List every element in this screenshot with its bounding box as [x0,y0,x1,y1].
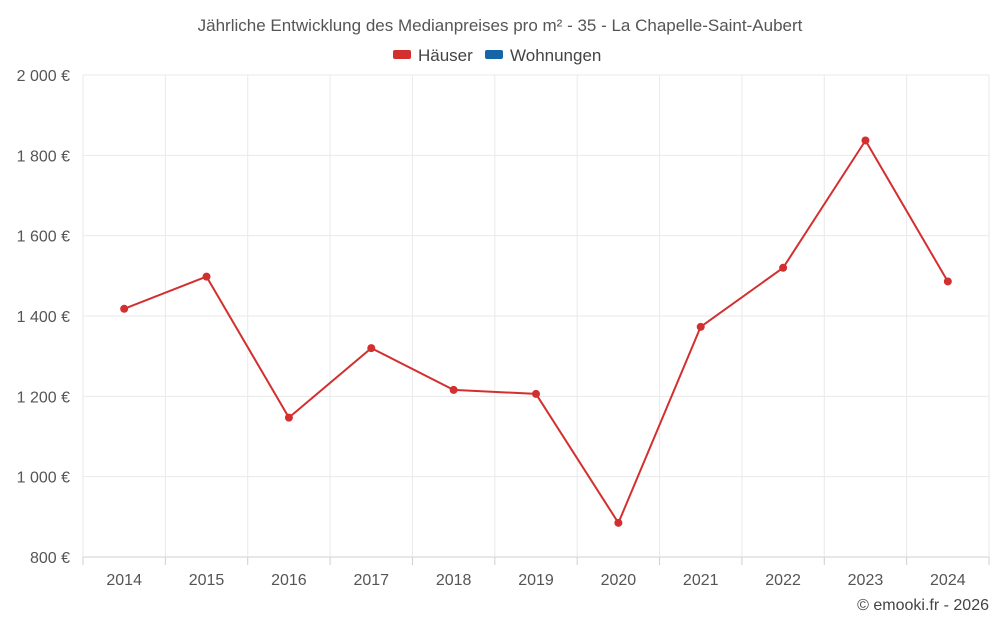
data-point-2016[interactable] [284,413,293,422]
chart-title: Jährliche Entwicklung des Medianpreises … [198,16,803,35]
x-tick-label: 2023 [848,572,884,589]
y-tick-label: 2 000 € [17,68,70,85]
x-tick-label: 2014 [106,572,142,589]
data-point-2014[interactable] [120,304,129,313]
y-tick-label: 1 200 € [17,389,70,406]
y-tick-label: 1 600 € [17,229,70,246]
data-point-2023[interactable] [861,136,870,145]
data-point-2018[interactable] [449,385,458,394]
legend-label-wohnungen: Wohnungen [510,46,601,65]
data-point-2022[interactable] [779,263,788,272]
y-tick-label: 1 400 € [17,309,70,326]
data-point-2021[interactable] [696,322,705,331]
y-axis-ticks: 800 € 1 000 € 1 200 € 1 400 € 1 600 € 1 800 €… [17,68,70,567]
data-point-2020[interactable] [614,518,623,527]
x-axis-ticks: 2014 2015 2016 2017 2018 2019 2020 2021 2022 2023… [82,557,990,589]
data-point-2015[interactable] [202,272,211,281]
x-tick-label: 2020 [601,572,637,589]
x-tick-label: 2017 [353,572,389,589]
x-tick-label: 2018 [436,572,472,589]
y-tick-label: 1 800 € [17,148,70,165]
legend: Häuser Wohnungen [393,46,601,65]
data-point-2017[interactable] [367,344,376,353]
x-tick-label: 2022 [765,572,801,589]
grid [82,74,990,558]
legend-swatch-haeuser [393,50,411,59]
x-tick-label: 2021 [683,572,719,589]
legend-label-haeuser: Häuser [418,46,473,65]
credit-text: © emooki.fr - 2026 [857,597,989,614]
legend-swatch-wohnungen [485,50,503,59]
legend-item-wohnungen[interactable]: Wohnungen [485,46,601,65]
y-tick-label: 1 000 € [17,470,70,487]
x-tick-label: 2024 [930,572,966,589]
y-tick-label: 800 € [30,550,70,567]
x-tick-label: 2019 [518,572,554,589]
x-tick-label: 2015 [189,572,225,589]
x-tick-label: 2016 [271,572,307,589]
data-point-2024[interactable] [943,277,952,286]
series-haeuser [120,136,952,527]
data-point-2019[interactable] [532,389,540,398]
legend-item-haeuser[interactable]: Häuser [393,46,473,65]
